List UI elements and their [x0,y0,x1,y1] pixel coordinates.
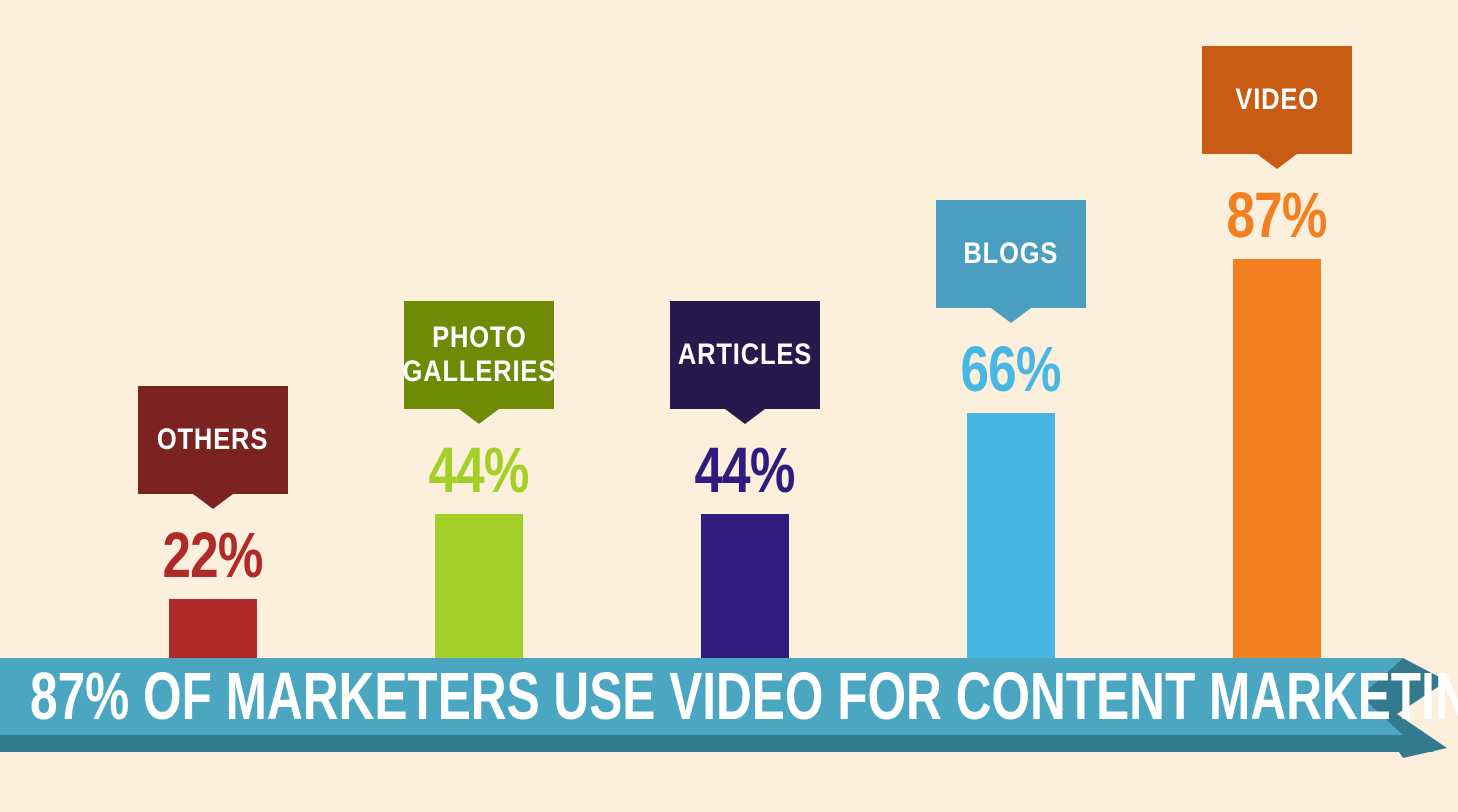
category-label: OTHERS [157,423,269,456]
ribbon-shadow-strip [0,735,1434,752]
banner-title: 87% OF MARKETERS USE VIDEO FOR CONTENT M… [30,659,1458,734]
category-label: PHOTO GALLERIES [402,321,556,388]
bar [169,599,257,658]
category-label: BLOGS [963,237,1059,270]
bubble-tail [1257,154,1297,169]
category-label: VIDEO [1235,83,1319,116]
category-label: ARTICLES [677,338,813,371]
bar-group-video: VIDEO 87% [1202,46,1352,658]
category-bubble: PHOTO GALLERIES [402,301,556,409]
bubble-tail [991,308,1031,323]
bar-group-others: OTHERS 22% [138,386,288,658]
value-label: 87% [1226,179,1328,251]
category-bubble: ARTICLES [670,301,820,409]
value-label: 44% [428,434,530,506]
bar [435,514,523,658]
bar [967,413,1055,658]
bubble-tail [459,409,499,424]
value-label: 22% [162,519,264,591]
bar-group-blogs: BLOGS 66% [936,200,1086,658]
category-bubble: VIDEO [1202,46,1352,154]
category-bubble: BLOGS [936,200,1086,308]
bubble-tail [193,494,233,509]
bar [1233,259,1321,658]
bar [701,514,789,658]
bubble-tail [725,409,765,424]
value-label: 44% [694,434,796,506]
ribbon-band [0,658,1403,735]
category-bubble: OTHERS [138,386,288,494]
bar-group-articles: ARTICLES 44% [670,301,820,658]
value-label: 66% [960,333,1062,405]
bar-group-photo-galleries: PHOTO GALLERIES 44% [402,301,556,658]
ribbon-fishtail [1360,658,1447,758]
